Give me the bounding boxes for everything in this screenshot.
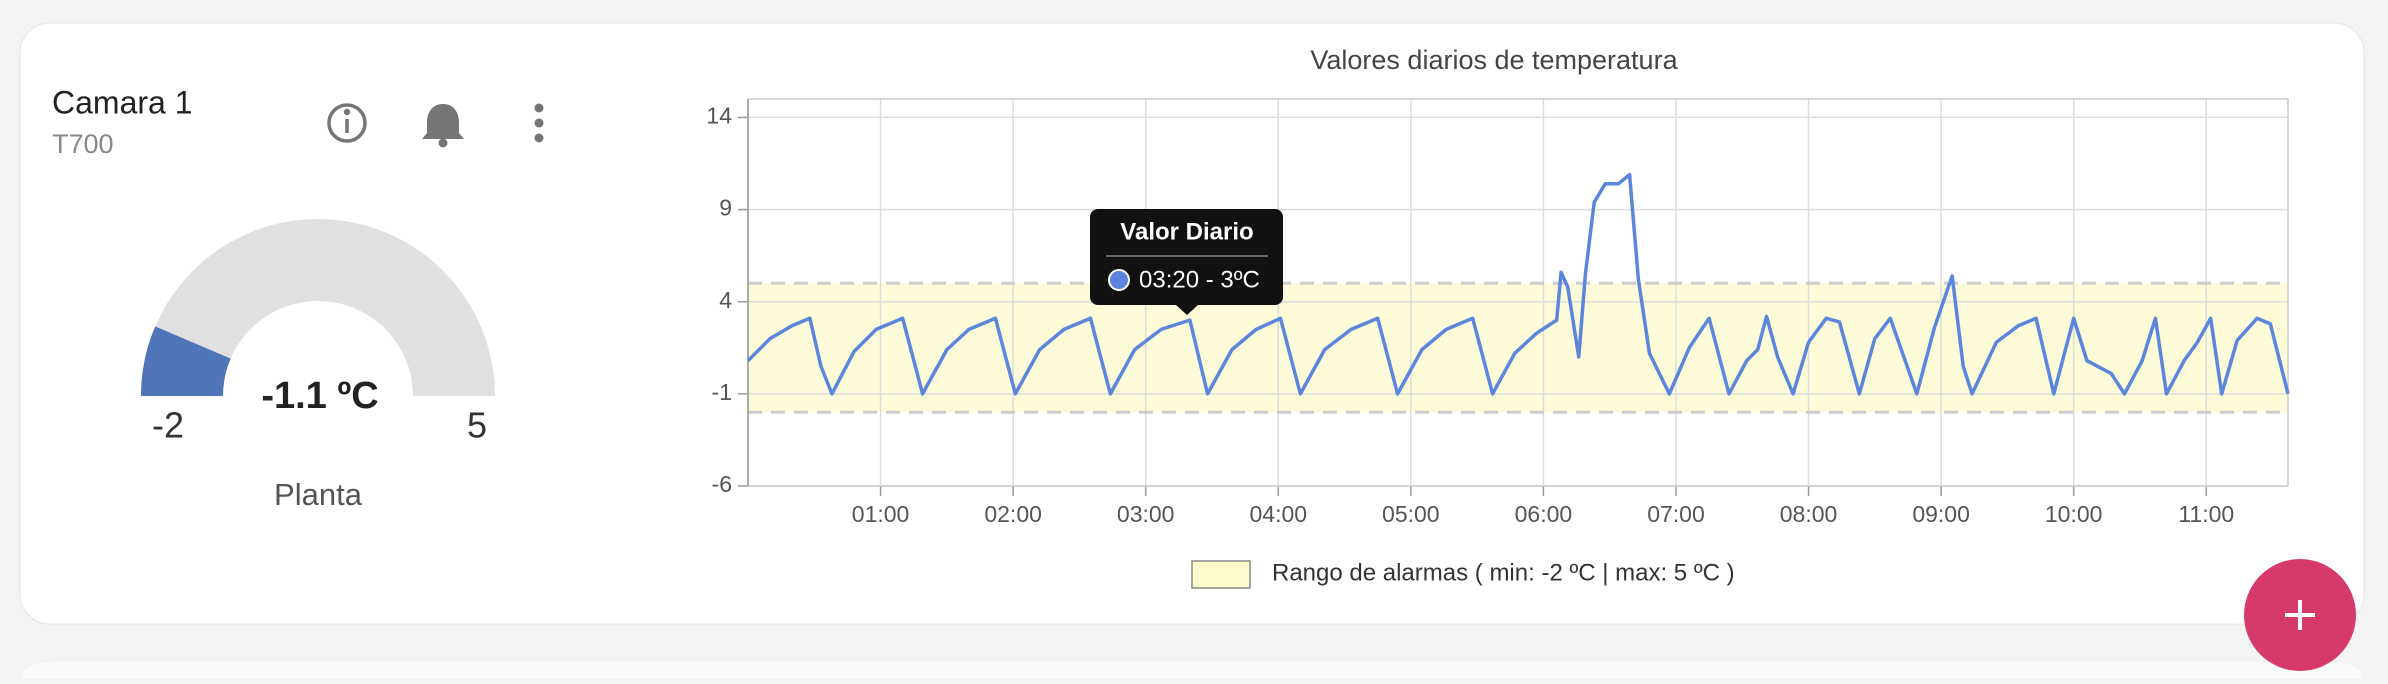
y-tick-label: 4 — [719, 287, 732, 313]
tooltip-text: 03:20 - 3ºC — [1139, 266, 1260, 293]
y-tick-label: 14 — [706, 103, 732, 129]
gauge-fill — [141, 326, 231, 396]
x-tick-label: 11:00 — [2178, 501, 2234, 527]
x-tick-label: 05:00 — [1382, 501, 1440, 527]
alarm-band — [748, 283, 2288, 413]
x-tick-label: 09:00 — [1912, 501, 1970, 527]
x-tick-label: 06:00 — [1515, 501, 1573, 527]
legend-label: Rango de alarmas ( min: -2 ºC | max: 5 º… — [1272, 559, 1735, 586]
x-tick-label: 04:00 — [1249, 501, 1307, 527]
card-subtitle: T700 — [52, 129, 114, 159]
tooltip-arrow — [1176, 305, 1198, 315]
x-tick-label: 01:00 — [852, 501, 910, 527]
x-tick-label: 02:00 — [984, 501, 1042, 527]
info-icon[interactable] — [327, 103, 367, 143]
y-tick-label: 9 — [719, 195, 732, 221]
gauge-name: Planta — [274, 477, 363, 512]
gauge-track — [141, 219, 495, 396]
y-tick-label: -6 — [712, 471, 732, 497]
data-line — [746, 172, 2290, 396]
tooltip: Valor Diario 03:20 - 3ºC — [1090, 209, 1283, 315]
x-tick-label: 03:00 — [1117, 501, 1175, 527]
next-card — [20, 662, 2364, 684]
tooltip-title: Valor Diario — [1120, 218, 1253, 245]
legend-swatch — [1191, 560, 1251, 589]
gauge-min: -2 — [152, 405, 184, 446]
x-tick-label: 07:00 — [1647, 501, 1705, 527]
gauge-max: 5 — [467, 405, 487, 446]
x-tick-label: 10:00 — [2045, 501, 2103, 527]
y-tick-label: -1 — [712, 379, 732, 405]
gauge-value: -1.1 ºC — [261, 375, 378, 417]
gauge — [141, 219, 495, 396]
menu-icon[interactable] — [534, 103, 544, 143]
plot: -6 -1 4 9 14 01:00 02:00 03:00 04:00 05:00 06:00 07… — [706, 98, 2290, 527]
x-tick-label: 08:00 — [1780, 501, 1838, 527]
card-title: Camara 1 — [52, 84, 193, 120]
chart-title: Valores diarios de temperatura — [1310, 45, 1678, 75]
add-button[interactable] — [2244, 559, 2356, 671]
bell-icon[interactable] — [422, 104, 464, 148]
tooltip-box — [1090, 209, 1283, 305]
tooltip-dot — [1108, 269, 1130, 291]
